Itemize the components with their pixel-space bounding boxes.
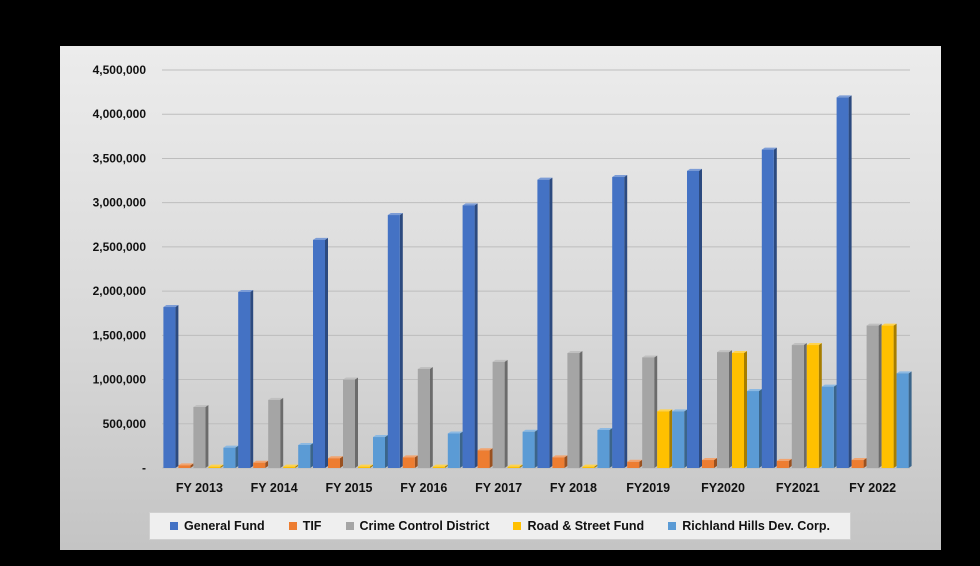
x-tick-label: FY2021: [776, 481, 820, 495]
bar: [208, 464, 224, 468]
bar: [642, 355, 658, 468]
y-axis-ticks: - 500,000 1,000,000 1,500,000 2,000,000 2,500…: [93, 63, 147, 475]
bar: [462, 203, 478, 468]
bar: [522, 429, 538, 468]
x-tick-label: FY 2014: [251, 481, 298, 495]
bar: [492, 359, 508, 468]
bar: [328, 456, 343, 468]
bar: [806, 343, 822, 468]
bar: [776, 458, 792, 468]
bar: [537, 177, 553, 468]
bar: [612, 175, 628, 469]
bar: [298, 443, 314, 468]
bar: [477, 448, 493, 468]
bar: [597, 427, 613, 468]
bar: [567, 351, 583, 468]
legend-item: Crime Control District: [345, 519, 490, 533]
x-tick-label: FY 2022: [849, 481, 896, 495]
legend-label: TIF: [302, 519, 322, 533]
y-tick-label: 500,000: [103, 417, 147, 431]
bar: [447, 431, 463, 468]
chart-plot: - 500,000 1,000,000 1,500,000 2,000,000 2,500…: [93, 63, 912, 495]
legend-swatch: [170, 522, 179, 530]
legend-item: TIF: [288, 519, 322, 533]
x-tick-label: FY2019: [626, 481, 670, 495]
bar: [178, 463, 194, 468]
bar: [702, 458, 717, 468]
y-tick-label: 2,000,000: [93, 284, 147, 298]
chart-panel: - 500,000 1,000,000 1,500,000 2,000,000 2,500…: [60, 46, 941, 550]
bar: [732, 351, 747, 468]
y-tick-label: 4,000,000: [93, 107, 147, 121]
x-tick-label: FY 2018: [550, 481, 597, 495]
bar: [552, 455, 568, 468]
bar: [791, 343, 807, 468]
y-tick-label: 3,500,000: [93, 151, 147, 165]
x-tick-label: FY 2013: [176, 481, 223, 495]
x-tick-label: FY2020: [701, 481, 745, 495]
bar: [627, 459, 643, 468]
bar: [687, 168, 702, 468]
bar: [163, 305, 179, 468]
bar: [821, 384, 837, 468]
bar: [761, 147, 777, 468]
bars: [163, 95, 912, 469]
legend-item: General Fund: [170, 519, 265, 533]
y-tick-label: -: [142, 461, 146, 475]
bar: [238, 289, 254, 468]
bar: [672, 409, 688, 468]
bar: [836, 95, 852, 468]
bar: [717, 350, 732, 468]
legend-label: General Fund: [184, 519, 265, 533]
legend-item: Richland Hills Dev. Corp.: [668, 519, 830, 533]
y-tick-label: 3,000,000: [93, 196, 147, 210]
bar: [881, 323, 897, 468]
bar: [358, 464, 373, 468]
legend-swatch: [668, 522, 677, 530]
x-tick-label: FY 2016: [400, 481, 447, 495]
bar: [343, 377, 358, 468]
legend-label: Richland Hills Dev. Corp.: [682, 519, 830, 533]
bar: [896, 371, 912, 468]
y-tick-label: 4,500,000: [93, 63, 147, 77]
legend-label: Road & Street Fund: [527, 519, 645, 533]
legend-swatch: [288, 522, 297, 530]
bar: [851, 458, 867, 468]
bar: [402, 455, 418, 468]
legend-item: Road & Street Fund: [513, 519, 644, 533]
bar: [283, 464, 299, 468]
legend-swatch: [513, 522, 522, 530]
bar: [432, 464, 448, 468]
gridlines: [162, 69, 910, 469]
bar: [387, 213, 403, 468]
y-tick-label: 2,500,000: [93, 240, 147, 254]
y-tick-label: 1,000,000: [93, 373, 147, 387]
legend: General Fund TIF Crime Control District Roa…: [149, 512, 851, 540]
bar: [313, 237, 328, 468]
bar: [193, 404, 209, 468]
bar: [373, 435, 388, 468]
legend-swatch: [345, 522, 354, 530]
bar: [268, 397, 284, 468]
x-axis-ticks: FY 2013 FY 2014 FY 2015 FY 2016 FY 2017 FY 20…: [176, 481, 896, 495]
bar: [657, 409, 673, 468]
bar: [507, 464, 523, 468]
bar: [747, 389, 762, 468]
x-tick-label: FY 2017: [475, 481, 522, 495]
bar: [582, 464, 598, 468]
bar: [223, 445, 239, 468]
legend-label: Crime Control District: [359, 519, 490, 533]
bar: [253, 460, 269, 468]
bar: [866, 323, 882, 468]
y-tick-label: 1,500,000: [93, 328, 147, 342]
bar: [417, 366, 433, 468]
x-tick-label: FY 2015: [325, 481, 372, 495]
